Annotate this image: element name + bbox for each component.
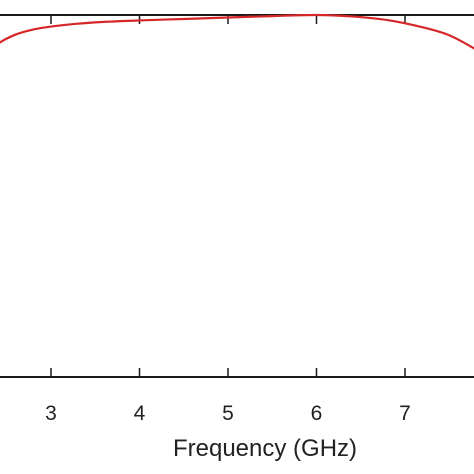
x-tick-label-4: 4 [134, 402, 146, 425]
plot-axes [0, 14, 474, 378]
x-tick-label-3: 3 [45, 402, 57, 425]
x-axis-ticks [50, 15, 406, 377]
series-layer [0, 13, 474, 50]
x-tick-label-5: 5 [222, 402, 234, 425]
x-tick-label-7: 7 [399, 402, 411, 425]
series-line-0 [0, 13, 474, 50]
x-axis-tick-labels: 3 4 5 6 7 [45, 402, 411, 425]
x-tick-label-6: 6 [311, 402, 323, 425]
x-axis-label: Frequency (GHz) [173, 435, 357, 462]
